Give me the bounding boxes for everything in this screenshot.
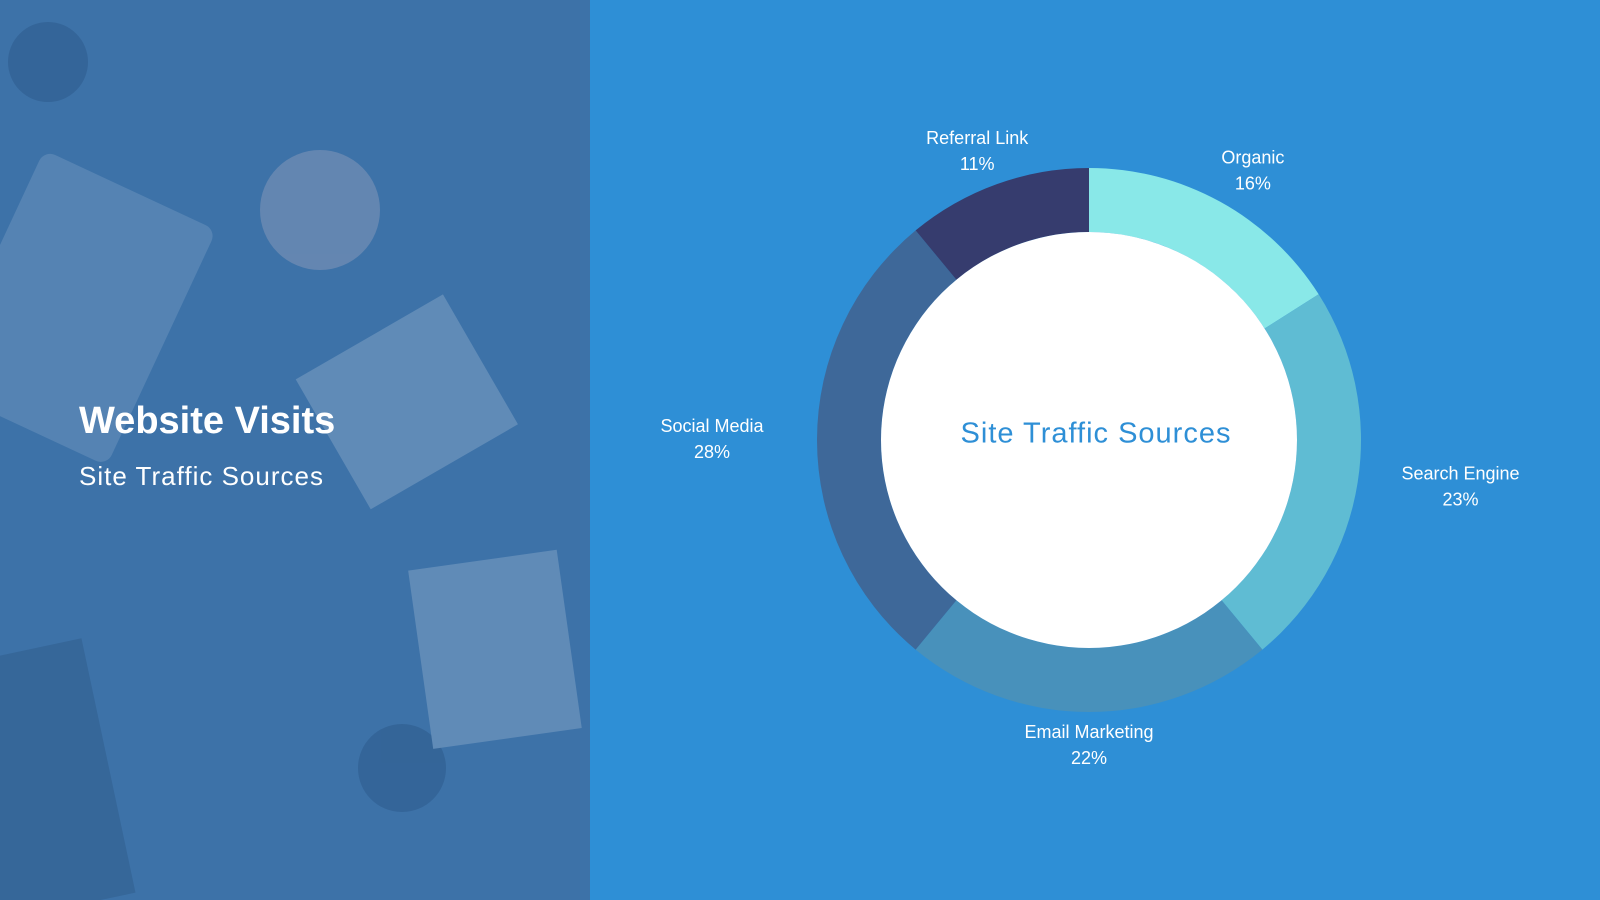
segment-label: Email Marketing <box>1024 722 1153 742</box>
segment-value-label: 11% <box>960 154 995 174</box>
donut-segment <box>1221 294 1361 650</box>
panel-title: Website Visits <box>79 400 335 442</box>
segment-value-label: 22% <box>1071 748 1107 768</box>
segment-value-label: 23% <box>1442 490 1478 510</box>
donut-segment <box>1089 168 1319 329</box>
photo-panel <box>0 0 590 900</box>
segment-value-label: 28% <box>694 442 730 462</box>
segment-label: Organic <box>1221 148 1284 168</box>
segment-label: Search Engine <box>1401 464 1519 484</box>
panel-subtitle: Site Traffic Sources <box>79 461 324 491</box>
segment-value-label: 16% <box>1235 174 1271 194</box>
segment-label: Referral Link <box>926 128 1029 148</box>
donut-chart: Organic 16% Search Engine 23% Email Marketin… <box>660 128 1519 768</box>
donut-hole <box>881 232 1297 648</box>
segment-label: Social Media <box>660 416 764 436</box>
donut-segment <box>915 600 1263 712</box>
donut-segment <box>915 168 1089 280</box>
chart-title: Site Traffic Sources <box>961 418 1232 450</box>
photo-decor <box>0 22 582 900</box>
donut-segment <box>817 230 957 650</box>
